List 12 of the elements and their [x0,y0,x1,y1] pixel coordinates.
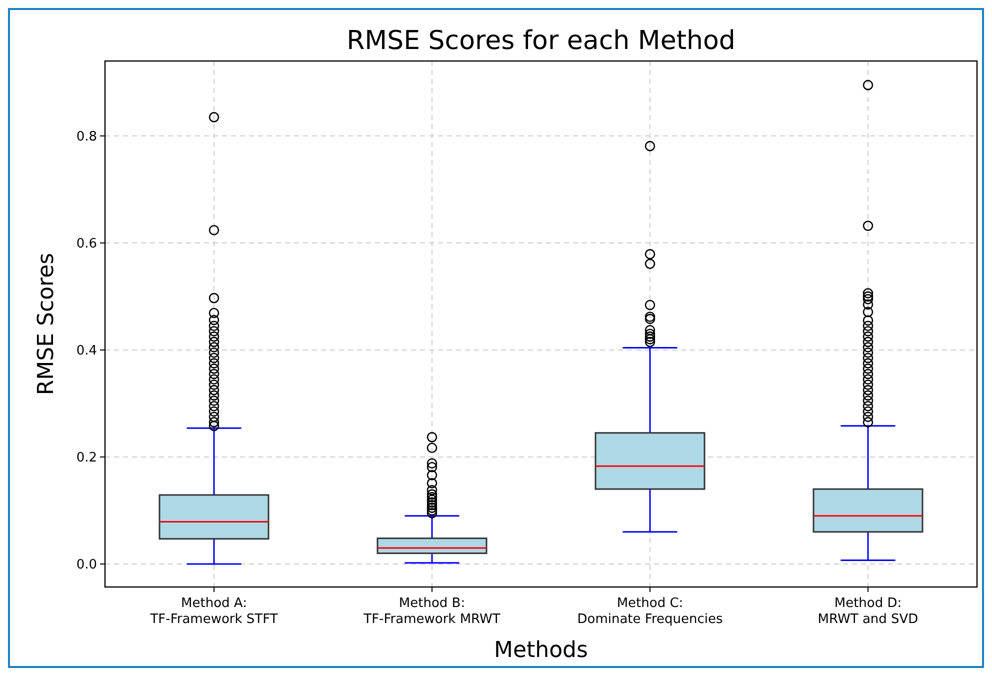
y-tick-label: 0.4 [76,344,97,358]
x-tick-label: Method C: Dominate Frequencies [577,596,723,627]
y-tick-label: 0.0 [76,558,97,573]
x-tick-label: Method B: TF-Framework MRWT [362,596,500,627]
x-axis-title: Methods [494,638,588,663]
y-axis-title: RMSE Scores [34,252,59,396]
x-tick-label: Method A: TF-Framework STFT [149,596,278,627]
x-tick-label: Method D: MRWT and SVD [818,596,918,627]
y-tick-label: 0.6 [76,236,97,252]
chart-title: RMSE Scores for each Method [346,26,736,56]
y-tick-label: 0.8 [76,129,97,144]
y-tick-label: 0.2 [76,450,97,466]
